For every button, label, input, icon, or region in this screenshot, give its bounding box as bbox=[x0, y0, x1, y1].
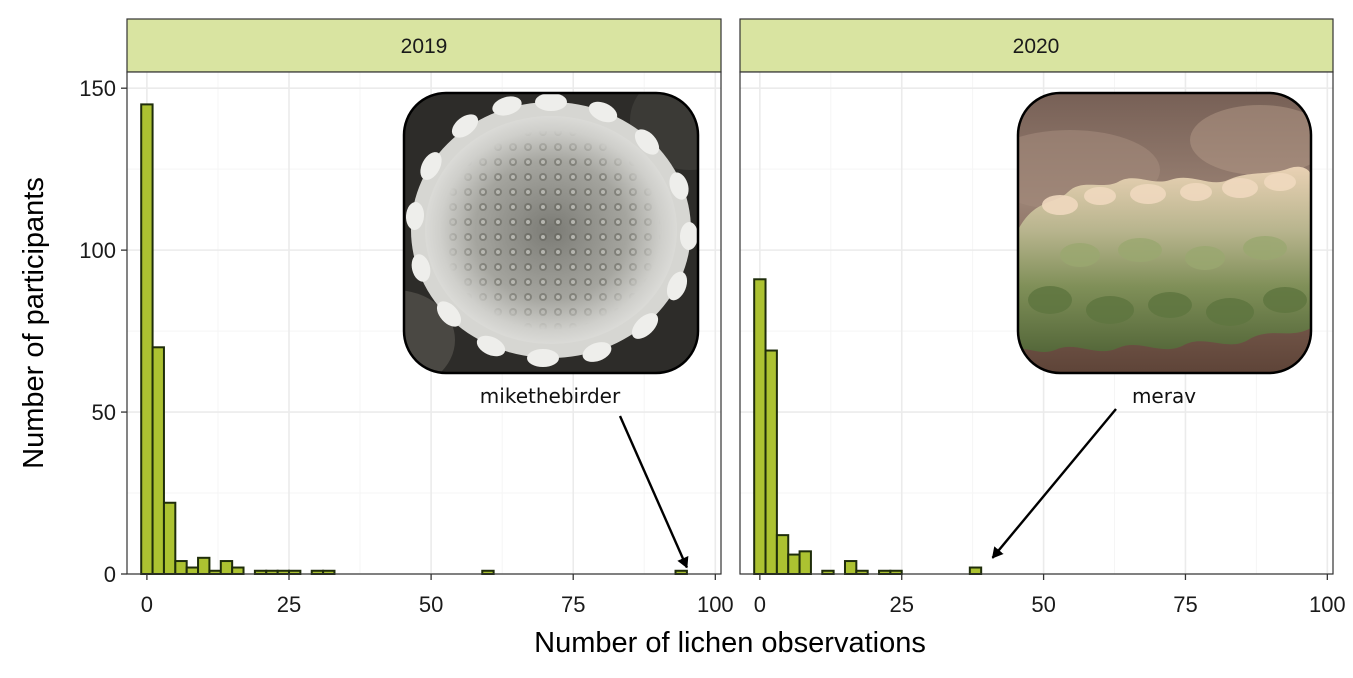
histogram-bar bbox=[764, 349, 778, 575]
y-tick-label: 100 bbox=[79, 238, 116, 263]
facet-strip-label: 2019 bbox=[401, 35, 448, 58]
y-tick-label: 150 bbox=[79, 76, 116, 101]
histogram-bar bbox=[753, 278, 767, 575]
facet-strip bbox=[126, 18, 722, 73]
x-tick-label: 100 bbox=[1309, 592, 1346, 617]
facet-strip-label: 2020 bbox=[1013, 35, 1060, 58]
histogram-bar bbox=[843, 560, 858, 576]
annotation-arrow bbox=[991, 408, 1117, 559]
x-axis-title: Number of lichen observations bbox=[534, 627, 926, 659]
panel-border bbox=[739, 71, 1334, 575]
histogram-bar bbox=[787, 553, 801, 576]
lichen-photo-green-foliose bbox=[1016, 91, 1313, 375]
histogram-bar bbox=[162, 501, 177, 575]
histogram-bar bbox=[798, 550, 812, 576]
x-tick-label: 0 bbox=[141, 592, 153, 617]
x-tick-label: 50 bbox=[419, 592, 443, 617]
panel-border bbox=[126, 71, 722, 575]
x-tick-label: 25 bbox=[889, 592, 913, 617]
y-axis-title: Number of participants bbox=[18, 177, 50, 469]
lichen-photo-grey-rosette bbox=[402, 91, 700, 375]
facet-panel-2019: 2019 bbox=[126, 18, 722, 576]
annotation-label: mikethebirder bbox=[480, 384, 621, 408]
histogram-bar bbox=[174, 560, 188, 576]
x-axis: 0 25 50 75 100 0 25 50 75 100 bbox=[141, 574, 1346, 617]
x-tick-label: 75 bbox=[1173, 592, 1197, 617]
x-tick-label: 75 bbox=[561, 592, 585, 617]
histogram-bar bbox=[151, 346, 165, 575]
facet-panel-2020: 2020 bbox=[739, 18, 1334, 576]
histogram-bar bbox=[775, 534, 790, 576]
x-tick-label: 25 bbox=[277, 592, 301, 617]
histogram-bar bbox=[197, 556, 211, 576]
x-tick-label: 50 bbox=[1031, 592, 1055, 617]
x-tick-label: 100 bbox=[697, 592, 734, 617]
x-tick-label: 0 bbox=[754, 592, 766, 617]
facet-strip bbox=[739, 18, 1334, 73]
y-axis: 0 50 100 150 bbox=[79, 76, 127, 587]
annotation-label: merav bbox=[1132, 384, 1196, 408]
histogram-bar bbox=[185, 566, 200, 576]
annotation-arrow bbox=[618, 415, 689, 569]
histogram-bar bbox=[140, 103, 154, 576]
histogram-bar bbox=[968, 566, 983, 576]
y-tick-label: 0 bbox=[104, 562, 116, 587]
histogram-bar bbox=[219, 560, 234, 576]
y-tick-label: 50 bbox=[92, 400, 116, 425]
histogram-bar bbox=[231, 566, 245, 576]
